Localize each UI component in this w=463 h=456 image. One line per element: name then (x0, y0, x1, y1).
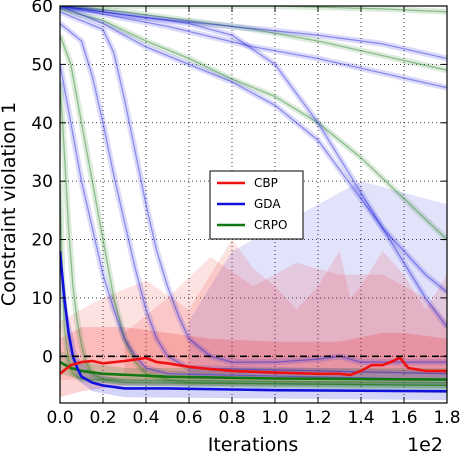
series-line-run (60, 81, 447, 387)
y-tick-label: 30 (31, 172, 53, 192)
series-line-run (60, 8, 447, 240)
series-line-run (60, 6, 447, 293)
series-line-run (60, 6, 447, 71)
variance-band (189, 181, 447, 380)
series-shadow (60, 6, 447, 91)
series-shadow (60, 6, 447, 295)
series-shadow (60, 6, 447, 242)
x-offset-label: 1e2 (407, 434, 443, 456)
x-tick-label: 1.6 (390, 408, 417, 428)
variance-band (60, 239, 447, 380)
legend-label-cbp: CBP (254, 176, 278, 190)
series-shadow (60, 6, 447, 74)
y-tick-label: 50 (31, 55, 53, 75)
series-line-run (60, 11, 447, 363)
legend: CBP GDA CRPO (209, 170, 304, 240)
x-tick-label: 1.0 (261, 408, 288, 428)
series-line-run (60, 64, 447, 381)
series-line-run (60, 6, 447, 328)
series-shadow (60, 81, 447, 389)
series-shadow (60, 9, 447, 366)
series-line-run (60, 22, 447, 375)
series-line-run (60, 34, 447, 387)
y-axis-title: Constraint violation 1 (0, 102, 20, 306)
x-tick-label: 0.8 (218, 408, 245, 428)
series-line-cbp (60, 356, 447, 377)
y-tick-label: 0 (42, 347, 53, 367)
y-tick-label: 10 (31, 289, 53, 309)
x-tick-label: 0.6 (175, 408, 202, 428)
x-tick-label: 0.2 (89, 408, 116, 428)
series-shadow (60, 6, 447, 62)
axis-ticks: 0.0 0.2 0.4 0.6 0.8 1.0 1.2 1.4 1.6 1.8 0 10 20 30 40 5… (31, 0, 460, 428)
series-shadow (60, 6, 447, 329)
x-tick-label: 0.0 (46, 408, 73, 428)
plot-frame (59, 5, 448, 404)
series-bands (60, 181, 447, 401)
series-shadow (60, 34, 447, 389)
x-tick-label: 0.4 (132, 408, 159, 428)
x-tick-label: 1.8 (433, 408, 460, 428)
y-tick-label: 60 (31, 0, 53, 17)
series-line-run (60, 6, 447, 89)
variance-band (124, 257, 447, 374)
series-shadow (60, 21, 447, 377)
series-line-gda (60, 251, 447, 393)
x-tick-label: 1.4 (347, 408, 374, 428)
legend-label-crpo: CRPO (254, 218, 287, 232)
series-line-run (60, 6, 447, 60)
x-axis-title: Iterations (208, 434, 299, 456)
series-shadow (60, 63, 447, 383)
y-tick-label: 40 (31, 114, 53, 134)
y-tick-label: 20 (31, 231, 53, 251)
x-tick-label: 1.2 (304, 408, 331, 428)
series-line-crpo (60, 360, 447, 381)
legend-label-gda: GDA (254, 197, 281, 211)
